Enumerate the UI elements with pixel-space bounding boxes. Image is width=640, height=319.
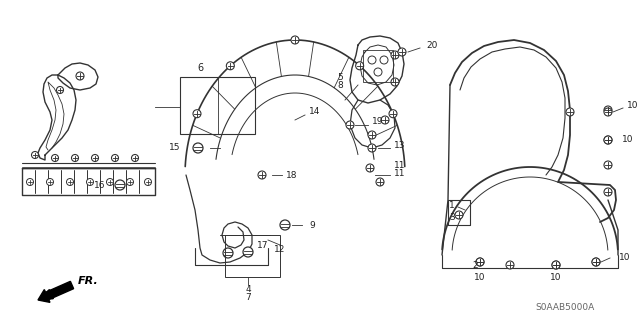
Circle shape (376, 178, 384, 186)
Circle shape (604, 106, 612, 114)
Circle shape (76, 72, 84, 80)
Text: 10: 10 (550, 273, 562, 283)
Circle shape (31, 152, 38, 159)
Circle shape (552, 261, 560, 269)
Circle shape (374, 68, 382, 76)
Circle shape (346, 121, 354, 129)
Circle shape (566, 108, 574, 116)
Circle shape (131, 154, 138, 161)
Circle shape (368, 144, 376, 152)
Circle shape (47, 179, 54, 186)
Text: 4: 4 (245, 285, 251, 293)
Circle shape (398, 48, 406, 56)
FancyArrow shape (38, 281, 74, 302)
Circle shape (506, 261, 514, 269)
Circle shape (51, 154, 58, 161)
Circle shape (223, 248, 233, 258)
Circle shape (145, 179, 152, 186)
Circle shape (72, 154, 79, 161)
Circle shape (291, 36, 299, 44)
Text: 10: 10 (627, 100, 639, 109)
Circle shape (26, 179, 33, 186)
Text: 10: 10 (474, 273, 486, 283)
Text: 10: 10 (622, 136, 634, 145)
Circle shape (380, 56, 388, 64)
Text: 11: 11 (394, 168, 406, 177)
Circle shape (368, 131, 376, 139)
Text: 12: 12 (275, 246, 285, 255)
Text: 17: 17 (257, 241, 269, 249)
Text: 9: 9 (309, 220, 315, 229)
Text: S0AAB5000A: S0AAB5000A (536, 303, 595, 313)
Circle shape (476, 258, 484, 266)
Text: 1: 1 (449, 201, 455, 210)
Circle shape (592, 258, 600, 266)
Circle shape (366, 164, 374, 172)
Circle shape (552, 261, 560, 269)
Circle shape (381, 116, 389, 124)
Text: 20: 20 (426, 41, 438, 49)
Circle shape (391, 51, 399, 59)
Circle shape (476, 258, 484, 266)
Bar (225, 235, 280, 277)
Bar (363, 50, 393, 82)
Circle shape (127, 179, 134, 186)
Circle shape (193, 110, 201, 118)
Text: 5: 5 (337, 73, 343, 83)
Text: 18: 18 (286, 170, 298, 180)
Text: 14: 14 (309, 108, 321, 116)
Circle shape (455, 211, 463, 219)
Circle shape (86, 179, 93, 186)
Text: 11: 11 (394, 160, 406, 169)
Circle shape (56, 86, 63, 93)
Text: 13: 13 (394, 140, 406, 150)
Circle shape (193, 143, 203, 153)
Text: 19: 19 (372, 117, 384, 127)
Circle shape (258, 171, 266, 179)
Text: 2: 2 (472, 261, 478, 270)
Text: 16: 16 (94, 181, 106, 189)
Circle shape (111, 154, 118, 161)
Circle shape (604, 188, 612, 196)
Circle shape (592, 258, 600, 266)
Circle shape (227, 62, 234, 70)
Circle shape (368, 56, 376, 64)
Text: 15: 15 (169, 144, 180, 152)
Text: FR.: FR. (78, 276, 99, 286)
Circle shape (92, 154, 99, 161)
Circle shape (389, 110, 397, 118)
Circle shape (280, 220, 290, 230)
Circle shape (391, 78, 399, 86)
Circle shape (604, 161, 612, 169)
Bar (180, 77, 255, 134)
Text: 8: 8 (337, 81, 343, 91)
Circle shape (356, 62, 364, 70)
Circle shape (106, 179, 113, 186)
Circle shape (115, 180, 125, 190)
Circle shape (604, 136, 612, 144)
Circle shape (604, 136, 612, 144)
Circle shape (243, 247, 253, 257)
Circle shape (604, 108, 612, 116)
Text: 10: 10 (620, 254, 631, 263)
Text: 6: 6 (197, 63, 203, 73)
Text: 7: 7 (245, 293, 251, 301)
Text: 3: 3 (449, 213, 455, 222)
Circle shape (67, 179, 74, 186)
